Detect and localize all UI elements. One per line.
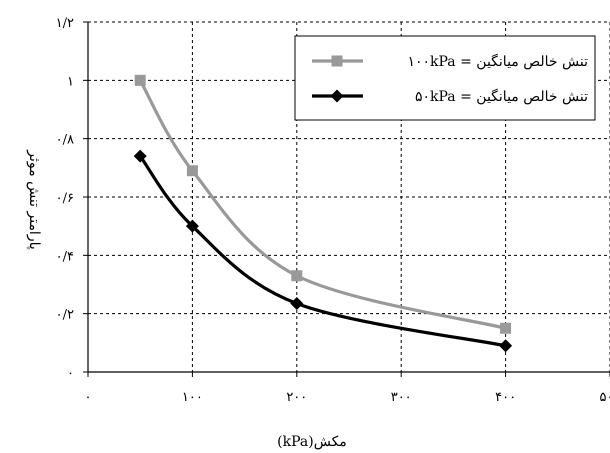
- y-tick-label: ۰/۴: [56, 249, 74, 264]
- series-2-point: [185, 219, 199, 233]
- legend-marker-1: [331, 55, 343, 67]
- series-1-point: [186, 165, 198, 177]
- x-tick-label: ۰: [85, 390, 92, 405]
- series-line-2: [138, 155, 506, 348]
- x-tick-label: ۲۰۰: [286, 390, 307, 405]
- series-2-point: [290, 296, 304, 310]
- legend-box: [294, 35, 596, 121]
- legend-label-1: تنش خالص میانگین = ۱۰۰kPa: [407, 53, 588, 70]
- legend-marker-2: [330, 89, 344, 103]
- data-series: [133, 74, 513, 353]
- y-axis-title: پارامتر تنش موثر: [26, 149, 42, 250]
- y-tick-label: ۱: [67, 74, 74, 89]
- x-axis-title: مکش(kPa): [277, 434, 347, 450]
- y-tick-labels: ۰ ۰/۲ ۰/۴ ۰/۶ ۰/۸ ۱ ۱/۲: [56, 16, 74, 381]
- x-tick-label: ۴۰۰: [495, 390, 516, 405]
- legend: تنش خالص میانگین = ۱۰۰kPa تنش خالص میانگی…: [294, 35, 596, 121]
- x-tick-label: ۳۰۰: [391, 390, 412, 405]
- y-tick-label: ۱/۲: [56, 16, 74, 31]
- y-tick-label: ۰/۸: [56, 133, 74, 148]
- x-tick-labels: ۰ ۱۰۰ ۲۰۰ ۳۰۰ ۴۰۰ ۵۰۰: [85, 390, 610, 405]
- x-tick-label: ۵۰۰: [600, 390, 610, 405]
- series-2-point: [133, 149, 147, 163]
- y-tick-label: ۰/۲: [56, 308, 74, 323]
- legend-label-2: تنش خالص میانگین = ۵۰kPa: [415, 88, 588, 105]
- series-2-point: [499, 339, 513, 353]
- series-1-point: [291, 270, 303, 282]
- series-1-point: [134, 74, 146, 86]
- y-tick-label: ۰/۶: [56, 191, 74, 206]
- x-tick-label: ۱۰۰: [182, 390, 203, 405]
- series-line-1: [138, 79, 506, 330]
- axes: [83, 21, 610, 377]
- y-tick-label: ۰: [67, 366, 74, 381]
- series-1-point: [500, 322, 512, 334]
